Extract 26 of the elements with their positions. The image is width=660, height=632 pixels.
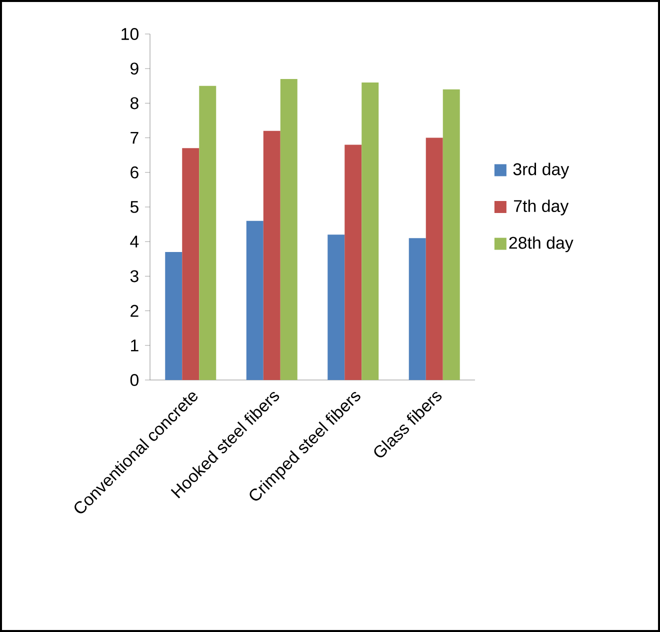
y-tick-label: 10 <box>122 28 138 40</box>
bar <box>263 130 280 380</box>
bar <box>344 144 362 380</box>
bar <box>362 82 379 380</box>
y-tick-label: 0 <box>130 374 139 386</box>
bar <box>280 78 298 380</box>
y-tick-label: 8 <box>130 97 138 110</box>
y-tick-label: 2 <box>130 304 138 317</box>
y-tick-label: 9 <box>130 62 138 75</box>
legend-label: 28th day <box>509 236 574 252</box>
y-tick-label: 1 <box>131 340 138 352</box>
y-tick-label: 7 <box>130 132 138 144</box>
bar <box>442 89 460 380</box>
y-tick-label: 5 <box>130 201 138 213</box>
y-tick-label: 3 <box>130 270 138 282</box>
bar <box>426 138 443 380</box>
y-tick-label: 6 <box>130 166 138 178</box>
y-tick-label: 4 <box>130 236 139 248</box>
bar <box>246 220 264 380</box>
bar <box>165 252 182 380</box>
bar <box>199 86 216 380</box>
legend-label: 7th day <box>514 200 569 216</box>
legend-label: 3rd day <box>513 162 570 179</box>
bar <box>328 234 345 380</box>
bar <box>182 148 200 380</box>
bar <box>408 238 426 380</box>
